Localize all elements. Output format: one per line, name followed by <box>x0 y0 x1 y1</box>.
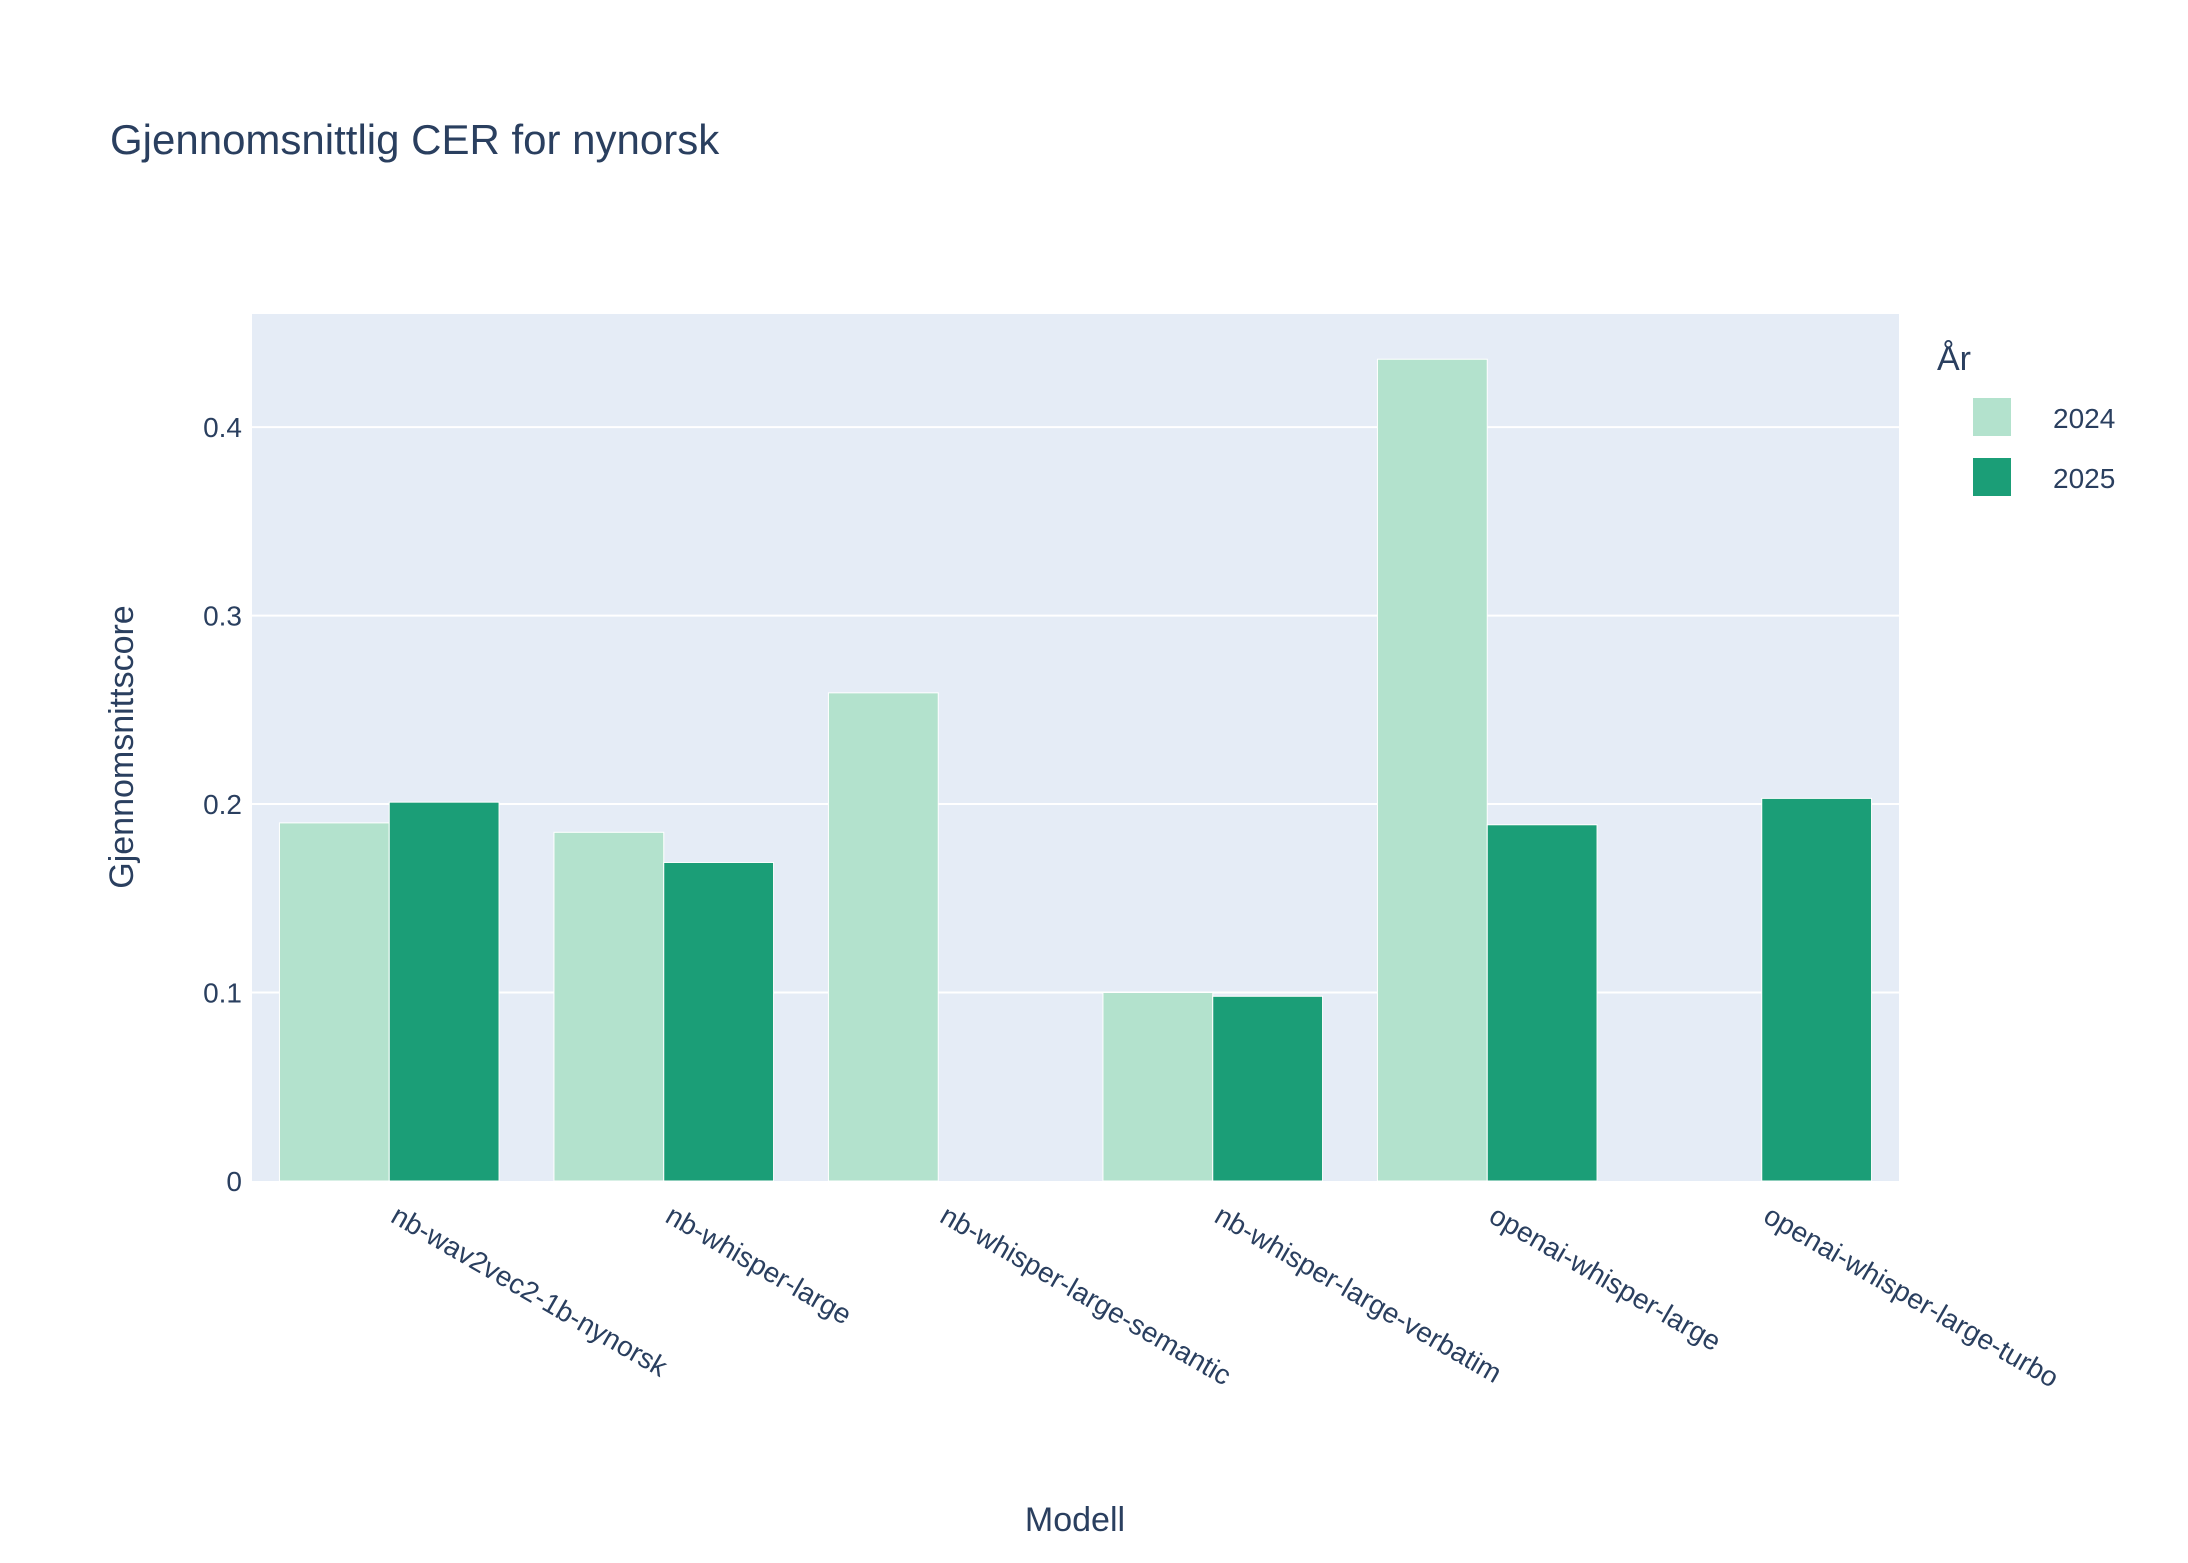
bar-2024-nb-whisper-large-semantic <box>827 692 939 1182</box>
gridlines <box>252 426 1899 994</box>
bar-2024-openai-whisper-large <box>1376 358 1488 1182</box>
legend-label-2024: 2024 <box>2053 403 2115 434</box>
y-axis-ticks: 0 0.1 0.2 0.3 0.4 <box>203 412 242 1197</box>
y-tick-label: 0.4 <box>203 412 242 443</box>
bar-2025-nb-whisper-large-verbatim <box>1212 995 1324 1182</box>
y-axis-title: Gjennomsnittscore <box>103 605 141 888</box>
y-tick-label: 0.3 <box>203 601 242 632</box>
x-tick-label: nb-whisper-large-semantic <box>935 1199 1236 1391</box>
x-tick-label: openai-whisper-large <box>1484 1199 1726 1357</box>
legend-swatch-2024 <box>1973 398 2011 436</box>
x-tick-label: nb-whisper-large-verbatim <box>1210 1199 1507 1388</box>
legend: År 2024 2025 <box>1937 340 2115 496</box>
bar-2024-nb-whisper-large <box>553 831 665 1182</box>
legend-swatch-2025 <box>1973 458 2011 496</box>
x-tick-label: openai-whisper-large-turbo <box>1759 1199 2064 1393</box>
bar-2025-openai-whisper-large <box>1486 824 1598 1182</box>
legend-title: År <box>1937 340 1971 378</box>
x-axis-title: Modell <box>1025 1501 1125 1539</box>
bar-2025-nb-whisper-large <box>663 861 775 1182</box>
plot-area <box>252 314 1899 1181</box>
bar-2025-nb-wav2vec2-1b-nynorsk <box>388 801 500 1182</box>
chart-title: Gjennomsnittlig CER for nynorsk <box>110 116 720 163</box>
bar-2024-nb-whisper-large-verbatim <box>1102 992 1214 1182</box>
x-tick-label: nb-wav2vec2-1b-nynorsk <box>386 1199 673 1383</box>
legend-label-2025: 2025 <box>2053 463 2115 494</box>
y-tick-label: 0.1 <box>203 978 242 1009</box>
bar-2024-nb-wav2vec2-1b-nynorsk <box>278 822 390 1182</box>
x-tick-label: nb-whisper-large <box>661 1199 857 1330</box>
bars <box>278 358 1873 1182</box>
y-tick-label: 0 <box>226 1166 242 1197</box>
bar-2025-openai-whisper-large-turbo <box>1761 797 1873 1182</box>
y-tick-label: 0.2 <box>203 789 242 820</box>
